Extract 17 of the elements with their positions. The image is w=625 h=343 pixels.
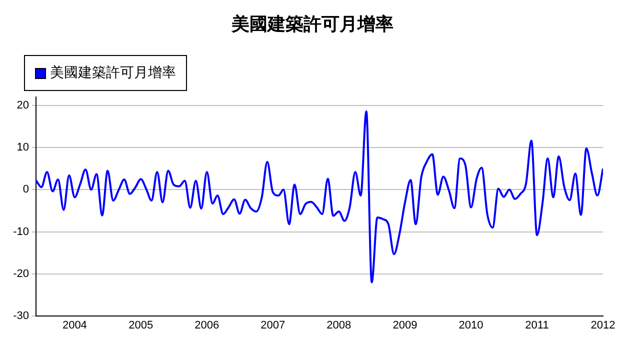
x-tick-label: 2007 bbox=[260, 320, 286, 332]
x-tick-label: 2011 bbox=[525, 320, 549, 332]
x-tick-label: 2006 bbox=[194, 320, 220, 332]
x-tick-label: 2010 bbox=[458, 320, 484, 332]
y-tick-label: -30 bbox=[13, 310, 29, 322]
x-tick-label: 2005 bbox=[128, 320, 154, 332]
x-tick-label: 2008 bbox=[326, 320, 352, 332]
y-tick-label: -10 bbox=[13, 226, 29, 238]
x-tick-label: 2009 bbox=[392, 320, 418, 332]
y-tick-label: -20 bbox=[13, 268, 29, 280]
legend-label: 美國建築許可月增率 bbox=[50, 64, 176, 82]
x-tick-label: 2012 bbox=[590, 320, 616, 332]
x-tick-label: 2004 bbox=[62, 320, 87, 332]
y-tick-label: 10 bbox=[16, 142, 29, 154]
y-tick-label: 0 bbox=[22, 184, 29, 196]
chart-title: 美國建築許可月增率 bbox=[230, 13, 394, 36]
y-tick-label: 20 bbox=[16, 99, 29, 112]
